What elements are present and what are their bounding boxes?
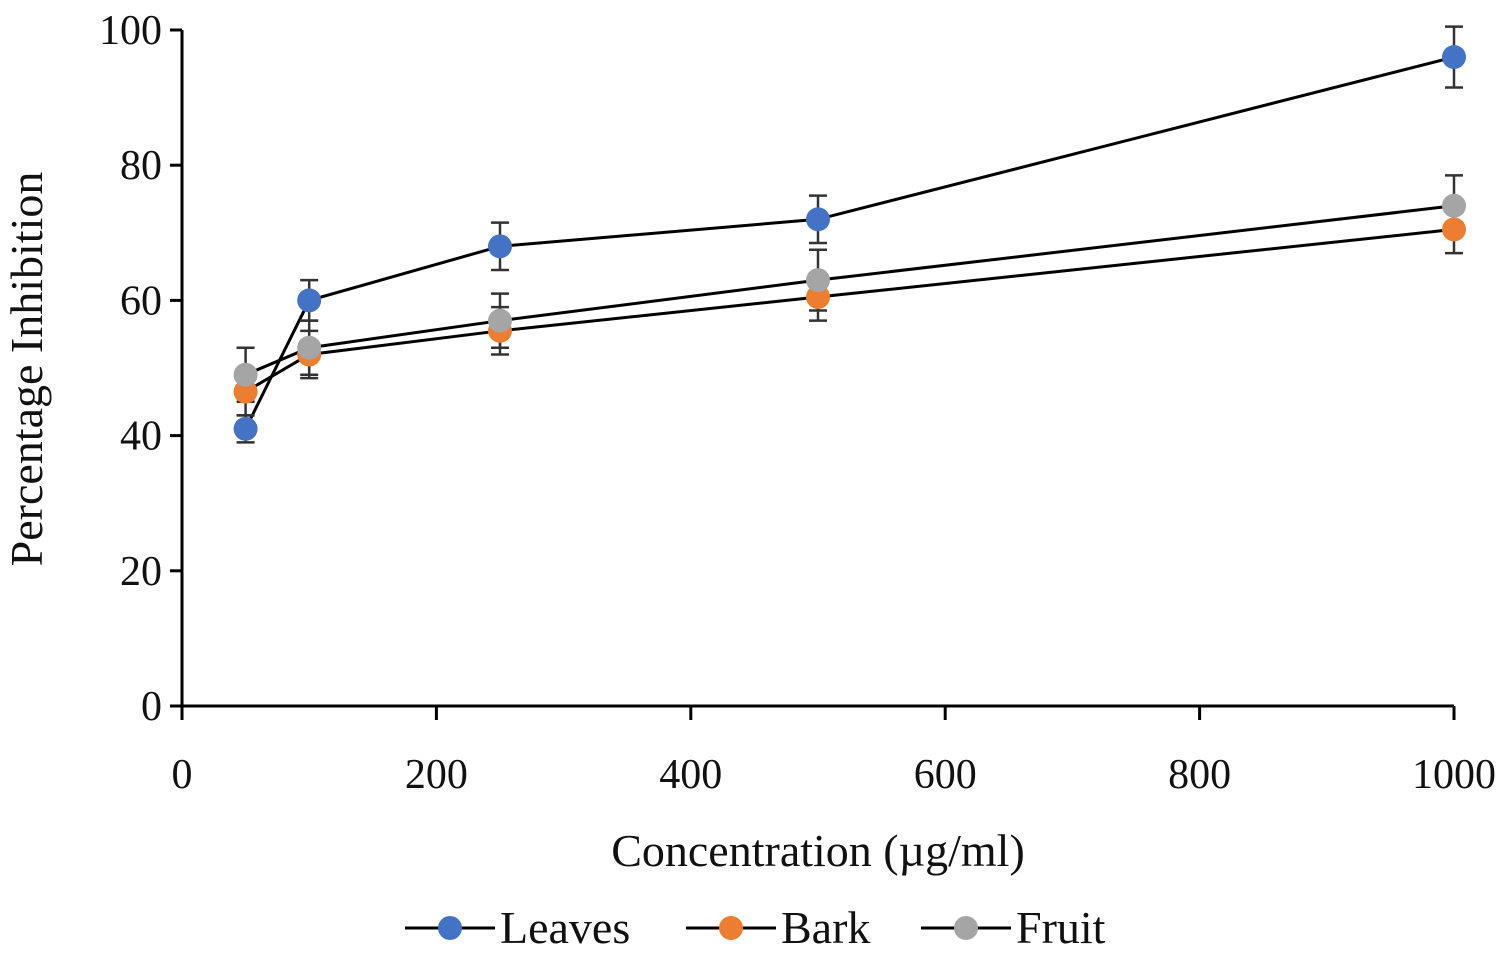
x-tick-label: 0	[172, 752, 193, 798]
data-point-fruit	[233, 362, 258, 387]
legend-marker-leaves	[438, 916, 462, 940]
legend-label: Bark	[781, 902, 870, 953]
legend-item-leaves: Leaves	[405, 902, 630, 953]
data-point-fruit	[488, 308, 512, 333]
series-lines	[244, 55, 1455, 430]
y-axis-ticks: 0 20 40 60 80 100	[99, 8, 182, 730]
x-axis-label: Concentration (µg/ml)	[611, 825, 1025, 876]
y-tick-label: 20	[120, 549, 162, 595]
legend: Leaves Bark Fruit	[405, 902, 1106, 953]
y-tick-label: 0	[141, 684, 162, 730]
data-point-bark	[1442, 217, 1466, 242]
data-point-leaves	[488, 234, 512, 259]
series-line-fruit	[245, 204, 1455, 377]
x-tick-label: 600	[914, 752, 977, 798]
data-point-fruit	[806, 268, 830, 293]
axes	[180, 30, 1454, 708]
data-point-leaves	[297, 288, 322, 313]
data-point-fruit	[1442, 193, 1466, 218]
y-tick-label: 80	[120, 143, 162, 189]
legend-item-fruit: Fruit	[921, 902, 1106, 953]
x-tick-label: 1000	[1412, 752, 1496, 798]
data-point-leaves	[1442, 45, 1466, 70]
data-point-fruit	[297, 335, 322, 360]
y-tick-label: 100	[99, 8, 162, 54]
x-axis-ticks: 0 200 400 600 800 1000	[172, 706, 1496, 798]
x-tick-label: 400	[659, 752, 722, 798]
x-tick-label: 800	[1168, 752, 1231, 798]
legend-marker-fruit	[954, 916, 978, 940]
legend-label: Fruit	[1016, 902, 1106, 953]
data-point-leaves	[806, 207, 830, 232]
x-tick-label: 200	[405, 752, 468, 798]
error-bars	[236, 25, 1463, 444]
legend-label: Leaves	[500, 902, 630, 953]
series-line-bark	[244, 227, 1455, 393]
y-axis-label: Percentage Inhibition	[1, 172, 52, 567]
legend-marker-bark	[719, 916, 743, 940]
data-point-bark	[806, 285, 830, 310]
y-tick-label: 40	[120, 414, 162, 460]
y-tick-label: 60	[120, 278, 162, 324]
data-point-leaves	[233, 416, 258, 441]
series-line-leaves	[244, 55, 1455, 430]
data-markers	[233, 45, 1466, 441]
legend-item-bark: Bark	[686, 902, 870, 953]
data-point-bark	[233, 379, 258, 404]
